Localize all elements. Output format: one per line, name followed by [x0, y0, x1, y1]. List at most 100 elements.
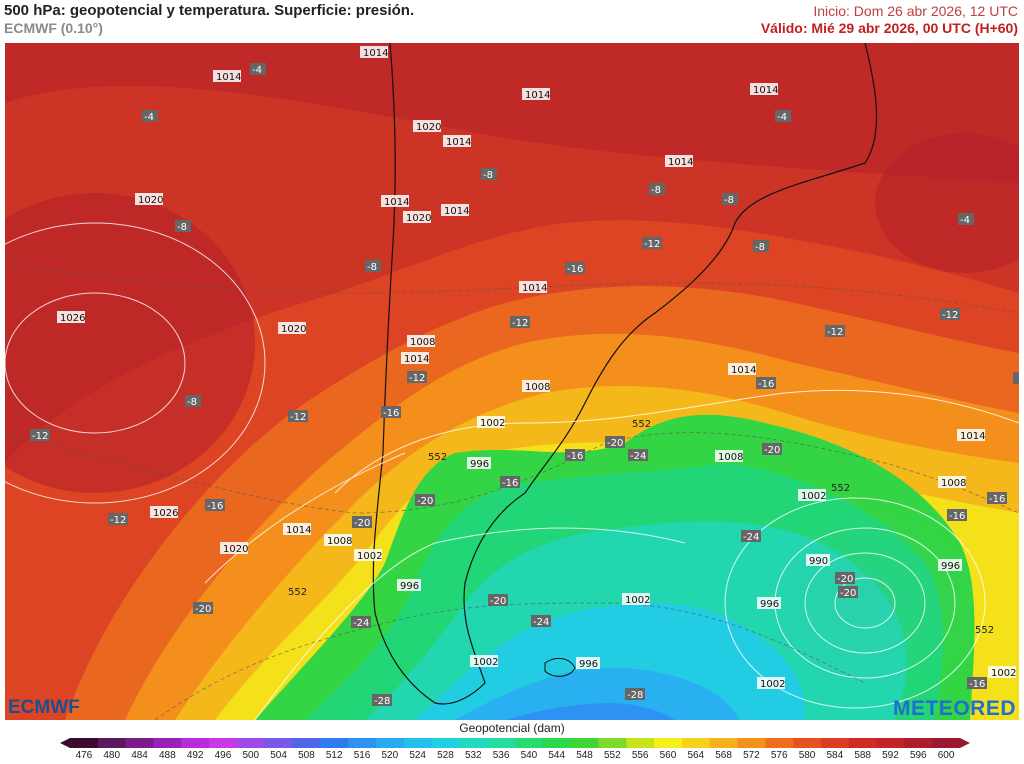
isotherm-label: -16 — [567, 264, 583, 275]
isotherm-label: -8 — [187, 397, 197, 408]
svg-text:552: 552 — [831, 483, 850, 494]
colorbar-swatch — [209, 738, 238, 748]
isobar-label: 1008 — [525, 382, 550, 393]
colorbar-tick-label: 592 — [882, 750, 899, 761]
isobar-label: 996 — [579, 659, 598, 670]
colorbar-swatch — [403, 738, 433, 748]
colorbar-arrow-right — [960, 738, 970, 748]
colorbar-swatch — [654, 738, 683, 748]
colorbar-tick-label: 600 — [937, 750, 955, 761]
colorbar-tick-label: 488 — [159, 750, 176, 761]
colorbar-tick-label: 568 — [715, 750, 732, 761]
isobar-label: 1014 — [525, 90, 550, 101]
colorbar-swatch — [320, 738, 349, 748]
geopotential-field: 1014 1014 1014 1014 1014 1014 1020 1014 … — [5, 43, 1019, 720]
colorbar-tick-label: 576 — [770, 750, 788, 761]
colorbar-swatch — [181, 738, 210, 748]
isobar-label: 1014 — [363, 48, 388, 59]
isobar-label: 1014 — [286, 525, 311, 536]
colorbar-tick-label: 524 — [409, 750, 426, 761]
colorbar-swatch — [848, 738, 878, 748]
isobar-label: 1008 — [410, 337, 435, 348]
isobar-label: 996 — [400, 581, 419, 592]
colorbar-swatch — [487, 738, 516, 748]
colorbar-tick-label: 508 — [298, 750, 315, 761]
isotherm-label: -20 — [607, 438, 623, 449]
colorbar-tick-label: 560 — [659, 750, 677, 761]
isobar-label: 996 — [760, 599, 779, 610]
header-left: 500 hPa: geopotencial y temperatura. Sup… — [4, 2, 414, 36]
colorbar-swatch — [598, 738, 627, 748]
colorbar-swatch — [70, 738, 99, 748]
isotherm-label: -16 — [567, 451, 583, 462]
colorbar-swatch — [626, 738, 655, 748]
isobar-label: 1002 — [473, 657, 498, 668]
isotherm-label: -16 — [949, 511, 965, 522]
isobar-label: 1002 — [991, 668, 1016, 679]
isobar-label: 1020 — [223, 544, 248, 555]
isotherm-label: -28 — [374, 696, 390, 707]
isotherm-label: -12 — [290, 412, 306, 423]
colorbar-tick-label: 548 — [576, 750, 593, 761]
isobar-label: 1008 — [718, 452, 743, 463]
colorbar-tick-label: 564 — [687, 750, 705, 761]
ecmwf-logo: ECMWF — [8, 697, 80, 718]
isotherm-label: -20 — [354, 518, 370, 529]
isobar-label: 1008 — [327, 536, 352, 547]
isobar-label: 1002 — [357, 551, 382, 562]
colorbar-tick-label: 588 — [854, 750, 871, 761]
colorbar-swatch — [904, 738, 933, 748]
colorbar-tick-label: 484 — [131, 750, 148, 761]
colorbar-ticks: 476 480 484 488 492 496 500 504 508 512 516 520 524 5… — [0, 750, 1024, 764]
meteored-logo: METEORED — [892, 697, 1016, 720]
isotherm-label: -20 — [195, 604, 211, 615]
isobar-label: 1014 — [444, 206, 469, 217]
isotherm-label: -16 — [758, 379, 774, 390]
colorbar-swatch — [459, 738, 488, 748]
colorbar-title: Geopotencial (dam) — [459, 721, 565, 735]
isotherm-label: -16 — [502, 478, 518, 489]
isobar-label: 1002 — [760, 679, 785, 690]
colorbar-swatch — [515, 738, 544, 748]
colorbar-swatch — [542, 738, 572, 748]
isobar-label: 1014 — [446, 137, 471, 148]
svg-text:552: 552 — [632, 419, 651, 430]
colorbar-tick-label: 544 — [548, 750, 566, 761]
colorbar-tick-label: 552 — [604, 750, 621, 761]
isobar-label: 1008 — [941, 478, 966, 489]
isotherm-label: -12 — [409, 373, 425, 384]
colorbar-swatch — [737, 738, 766, 748]
isobar-label: 1020 — [138, 195, 163, 206]
colorbar-swatch — [765, 738, 794, 748]
init-time: Inicio: Dom 26 abr 2026, 12 UTC — [813, 3, 1018, 19]
weather-map[interactable]: 1014 1014 1014 1014 1014 1014 1020 1014 … — [5, 43, 1019, 720]
colorbar-tick-label: 496 — [214, 750, 232, 761]
colorbar-tick-label: 528 — [437, 750, 454, 761]
isotherm-label: -20 — [840, 588, 856, 599]
colorbar-tick-label: 572 — [743, 750, 760, 761]
isotherm-label: -8 — [367, 262, 377, 273]
isotherm-label: -8 — [724, 195, 734, 206]
header-right: Inicio: Dom 26 abr 2026, 12 UTC Válido: … — [761, 2, 1018, 36]
colorbar — [60, 738, 970, 748]
isotherm-label: -8 — [177, 222, 187, 233]
svg-text:552: 552 — [288, 587, 307, 598]
isobar-label: 1020 — [406, 213, 431, 224]
isotherm-label: -20 — [764, 445, 780, 456]
isotherm-label: -16 — [989, 494, 1005, 505]
isobar-label: 1014 — [753, 85, 778, 96]
colorbar-swatch — [125, 738, 154, 748]
isotherm-label: -20 — [417, 496, 433, 507]
colorbar-swatch — [570, 738, 599, 748]
isotherm-label: -12 — [942, 310, 958, 321]
colorbar-swatch — [431, 738, 460, 748]
colorbar-arrow-left — [60, 738, 70, 748]
isotherm-label: -8 — [483, 170, 493, 181]
colorbar-tick-label: 580 — [798, 750, 816, 761]
valid-time: Válido: Mié 29 abr 2026, 00 UTC (H+60) — [760, 20, 1018, 36]
svg-text:552: 552 — [428, 452, 447, 463]
isotherm-label: -12 — [32, 431, 48, 442]
colorbar-swatch — [375, 738, 405, 748]
colorbar-tick-label: 516 — [353, 750, 371, 761]
colorbar-swatch — [793, 738, 822, 748]
